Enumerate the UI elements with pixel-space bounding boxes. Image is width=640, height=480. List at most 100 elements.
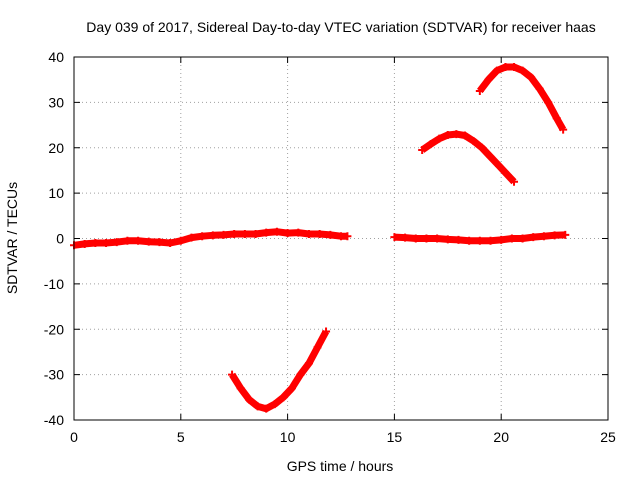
data-point — [527, 73, 536, 82]
y-tick-label: -40 — [44, 412, 64, 428]
data-point — [343, 232, 352, 241]
data-point — [155, 238, 164, 247]
data-point — [426, 140, 435, 149]
y-tick-label: 10 — [48, 185, 64, 201]
y-tick-label: 20 — [48, 140, 64, 156]
data-point — [304, 229, 313, 238]
data-point — [251, 229, 260, 238]
data-point — [561, 230, 570, 239]
chart-title: Day 039 of 2017, Sidereal Day-to-day VTE… — [86, 19, 595, 35]
y-tick-label: 0 — [56, 231, 64, 247]
data-point — [315, 229, 324, 238]
data-point — [296, 370, 305, 379]
y-axis-label: SDTVAR / TECUs — [4, 182, 20, 294]
y-tick-label: 40 — [48, 49, 64, 65]
data-point — [433, 234, 442, 243]
series-1 — [70, 227, 352, 250]
data-point — [469, 136, 478, 145]
data-point — [518, 234, 527, 243]
data-point — [279, 393, 288, 402]
data-point — [486, 236, 495, 245]
data-point — [270, 400, 279, 409]
x-tick-label: 20 — [493, 429, 509, 445]
data-point — [187, 233, 196, 242]
data-point — [294, 228, 303, 237]
data-point — [486, 152, 495, 161]
series-layer — [70, 62, 570, 413]
data-point — [475, 87, 484, 96]
data-point — [422, 234, 431, 243]
series-line — [229, 329, 330, 413]
data-point — [198, 232, 207, 241]
data-point — [262, 404, 271, 413]
series-line — [420, 130, 517, 185]
data-point — [80, 239, 89, 248]
x-tick-label: 5 — [177, 429, 185, 445]
series-3 — [228, 327, 331, 413]
data-point — [418, 146, 427, 155]
data-point — [501, 62, 510, 71]
data-point — [507, 234, 516, 243]
data-point — [550, 231, 559, 240]
data-point — [326, 230, 335, 239]
y-tick-label: -30 — [44, 367, 64, 383]
data-point — [460, 131, 469, 140]
data-point — [390, 233, 399, 242]
data-point — [262, 228, 271, 237]
data-point — [144, 237, 153, 246]
data-point — [454, 235, 463, 244]
data-point — [411, 234, 420, 243]
data-point — [102, 239, 111, 248]
x-axis-label: GPS time / hours — [287, 458, 394, 474]
y-tick-label: 30 — [48, 94, 64, 110]
data-point — [228, 370, 237, 379]
data-point — [208, 231, 217, 240]
data-point — [176, 236, 185, 245]
x-tick-label: 25 — [600, 429, 616, 445]
data-point — [166, 239, 175, 248]
data-point — [230, 229, 239, 238]
data-point — [401, 233, 410, 242]
data-point — [443, 131, 452, 140]
data-point — [322, 327, 331, 336]
data-point — [535, 84, 544, 93]
series-4 — [418, 130, 519, 186]
data-point — [304, 359, 313, 368]
data-point — [477, 143, 486, 152]
data-point — [112, 238, 121, 247]
data-point — [497, 235, 506, 244]
data-point — [253, 402, 262, 411]
data-point — [435, 134, 444, 143]
data-point — [443, 235, 452, 244]
y-tick-label: -20 — [44, 321, 64, 337]
data-point — [91, 239, 100, 248]
data-point — [539, 232, 548, 241]
ticks: 0 5 10 15 20 25 -40 -30 -20 -10 0 10 20 30 40 — [44, 49, 616, 445]
data-point — [272, 227, 281, 236]
data-point — [559, 125, 568, 134]
data-point — [492, 66, 501, 75]
series-5 — [475, 62, 568, 134]
data-point — [544, 98, 553, 107]
data-point — [283, 229, 292, 238]
data-point — [134, 236, 143, 245]
series-2 — [390, 230, 570, 245]
data-point — [452, 130, 461, 139]
series-line — [477, 63, 567, 132]
x-tick-label: 15 — [387, 429, 403, 445]
data-point — [313, 343, 322, 352]
data-point — [245, 395, 254, 404]
data-point — [236, 384, 245, 393]
data-point — [475, 236, 484, 245]
data-point — [484, 75, 493, 84]
data-point — [495, 161, 504, 170]
x-tick-label: 10 — [280, 429, 296, 445]
data-point — [510, 62, 519, 71]
data-point — [465, 236, 474, 245]
data-point — [287, 384, 296, 393]
data-point — [240, 229, 249, 238]
data-point — [123, 236, 132, 245]
y-tick-label: -10 — [44, 276, 64, 292]
grid — [74, 57, 608, 420]
